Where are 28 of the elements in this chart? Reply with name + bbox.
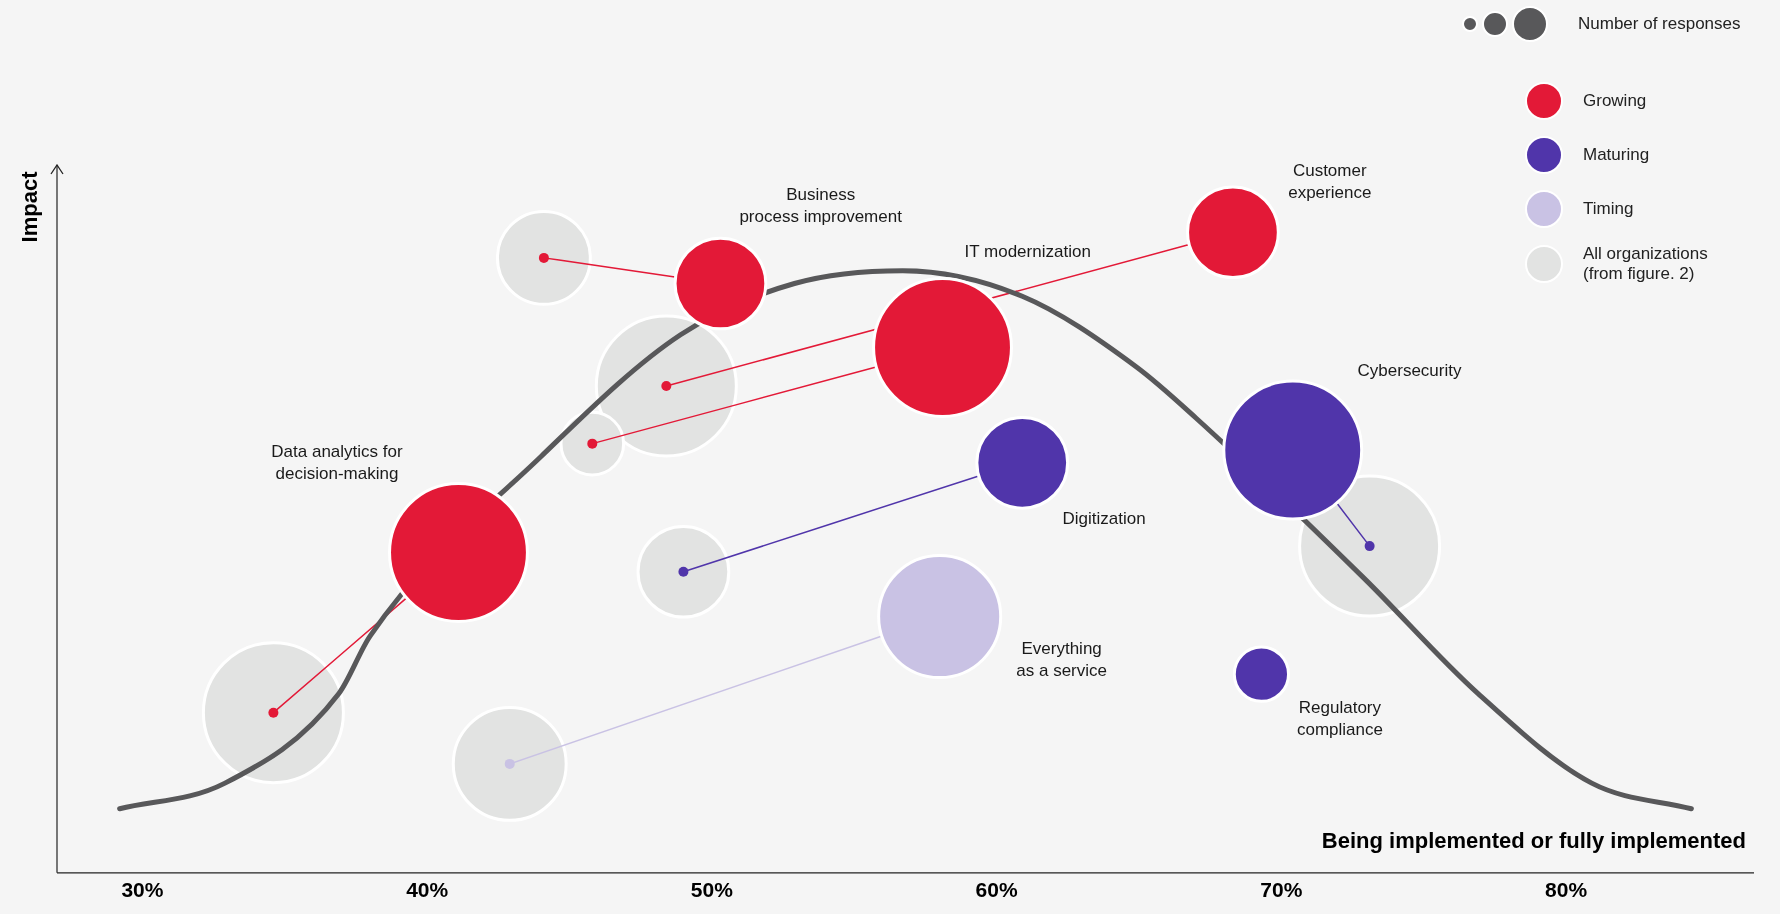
x-tick-label: 30% <box>121 878 164 902</box>
point <box>678 566 689 577</box>
text: Business process improvement <box>739 185 903 227</box>
annotation: IT modernization <box>964 242 1091 262</box>
legend-label: Timing <box>1583 199 1634 219</box>
annotation: Regulatory compliance <box>1296 697 1383 739</box>
annotation: Cybersecurity <box>1357 361 1462 381</box>
point <box>661 380 672 391</box>
point <box>268 707 279 718</box>
x-tick-label: 80% <box>1545 878 1588 902</box>
x-axis-title: Being implemented or fully implemented <box>1321 827 1746 853</box>
point <box>1364 541 1375 552</box>
text: Number of responses <box>1578 14 1741 34</box>
annotation: Everything as a service <box>1016 639 1107 681</box>
annotation: Data analytics for decision-making <box>271 441 404 483</box>
text: Customer experience <box>1288 160 1372 202</box>
y-axis-title: Impact <box>17 170 43 243</box>
legend-label: All organizations (from figure. 2) <box>1583 244 1709 284</box>
x-tick-label: 70% <box>1260 878 1303 902</box>
x-tick-label: 60% <box>975 878 1018 902</box>
annotation: Digitization <box>1062 509 1146 529</box>
legend-label: Maturing <box>1583 145 1650 165</box>
point <box>504 758 515 769</box>
x-tick-label: 50% <box>690 878 734 902</box>
legend-label: Growing <box>1583 91 1647 111</box>
x-tick-label: 40% <box>406 878 449 902</box>
point <box>538 252 549 263</box>
point <box>587 438 598 449</box>
